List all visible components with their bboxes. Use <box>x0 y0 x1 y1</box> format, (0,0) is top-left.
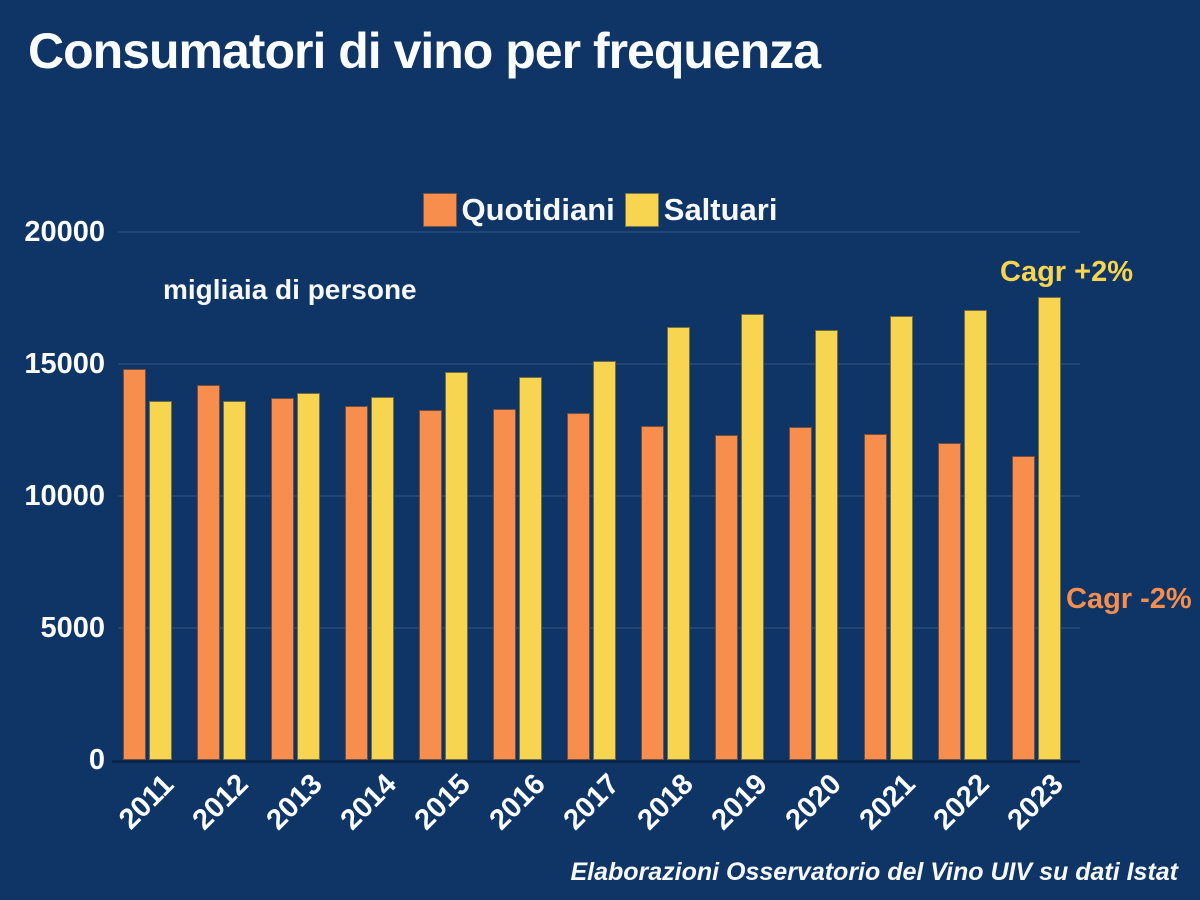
bar-quotidiani-2014 <box>344 406 368 760</box>
bar-saltuari-2017 <box>593 361 617 760</box>
bar-saltuari-2021 <box>889 316 913 760</box>
saltuari-swatch-icon <box>624 193 659 227</box>
legend-item-saltuari: Saltuari <box>624 192 778 228</box>
y-tick-20000: 20000 <box>24 216 105 248</box>
y-tick-10000: 10000 <box>24 480 105 512</box>
bar-quotidiani-2011 <box>122 369 146 760</box>
y-tick-0: 0 <box>88 744 105 776</box>
legend-label-quotidiani: Quotidiani <box>461 192 615 227</box>
bar-quotidiani-2023 <box>1011 456 1035 760</box>
bar-saltuari-2011 <box>148 400 172 760</box>
bar-quotidiani-2013 <box>270 398 294 760</box>
x-axis-baseline <box>112 760 1080 763</box>
bar-quotidiani-2019 <box>715 435 739 760</box>
y-tick-15000: 15000 <box>24 348 105 380</box>
quotidiani-swatch-icon <box>422 193 457 227</box>
page-title: Consumatori di vino per frequenza <box>28 23 821 79</box>
bar-saltuari-2014 <box>370 397 394 760</box>
bar-saltuari-2023 <box>1037 296 1061 760</box>
bar-saltuari-2012 <box>222 400 246 760</box>
bar-saltuari-2013 <box>296 393 320 760</box>
chart-legend: Quotidiani Saltuari <box>0 192 1200 228</box>
bar-quotidiani-2022 <box>937 443 961 760</box>
y-tick-5000: 5000 <box>40 612 105 644</box>
bar-saltuari-2020 <box>815 329 839 760</box>
gridline-20000 <box>118 231 1080 233</box>
bar-saltuari-2015 <box>444 371 468 760</box>
bar-saltuari-2016 <box>519 377 542 760</box>
bar-quotidiani-2012 <box>196 385 220 760</box>
bar-quotidiani-2016 <box>493 408 516 760</box>
bar-quotidiani-2017 <box>567 412 591 760</box>
bar-saltuari-2018 <box>667 327 691 760</box>
legend-label-saltuari: Saltuari <box>663 192 778 227</box>
legend-item-quotidiani: Quotidiani <box>422 192 615 228</box>
y-axis-unit-label: migliaia di persone <box>163 274 417 305</box>
bar-quotidiani-2015 <box>418 410 442 760</box>
bar-quotidiani-2020 <box>789 427 813 760</box>
bar-saltuari-2019 <box>741 313 765 760</box>
cagr-saltuari-annotation: Cagr +2% <box>1000 256 1133 288</box>
bar-quotidiani-2018 <box>641 426 665 760</box>
source-credit: Elaborazioni Osservatorio del Vino UIV s… <box>570 858 1178 886</box>
cagr-quotidiani-annotation: Cagr -2% <box>1066 583 1192 615</box>
bar-quotidiani-2021 <box>863 433 887 760</box>
bar-saltuari-2022 <box>963 309 987 760</box>
